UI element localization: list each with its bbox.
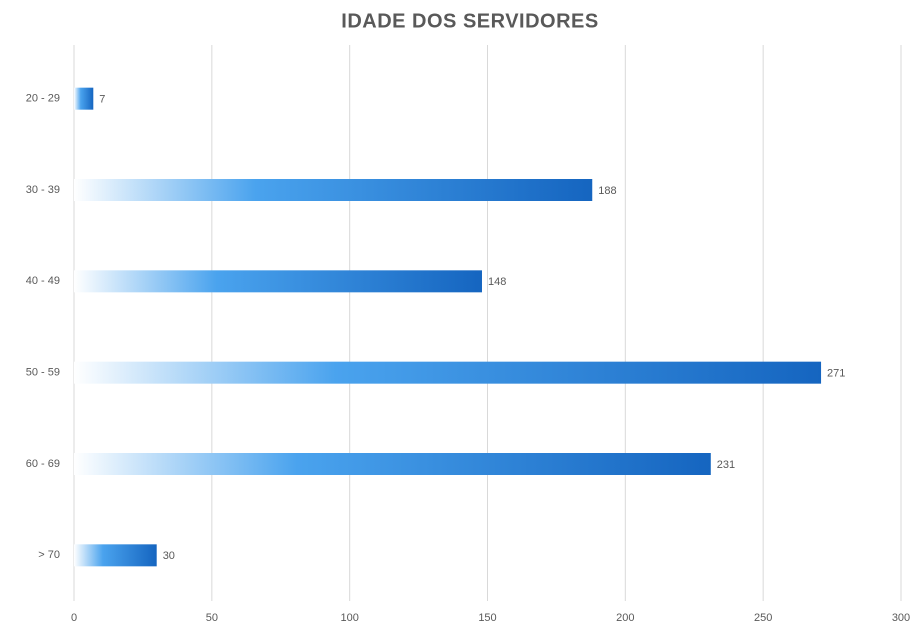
- chart-title: IDADE DOS SERVIDORES: [341, 10, 598, 32]
- x-tick-label: 300: [892, 612, 910, 624]
- y-tick-label: 60 - 69: [26, 458, 60, 470]
- y-tick-label: 50 - 59: [26, 367, 60, 379]
- data-label: 231: [717, 459, 735, 471]
- data-label: 30: [163, 550, 175, 562]
- data-label: 271: [827, 368, 845, 380]
- data-label: 148: [488, 276, 506, 288]
- x-tick-label: 200: [616, 612, 634, 624]
- x-tick-label: 250: [754, 612, 772, 624]
- x-tick-label: 150: [478, 612, 496, 624]
- bar: [74, 453, 711, 475]
- bar: [74, 361, 822, 384]
- bar: [74, 270, 482, 293]
- bar: [74, 179, 593, 201]
- y-tick-label: 20 - 29: [26, 93, 60, 105]
- y-tick-label: 40 - 49: [26, 275, 60, 287]
- data-label: 188: [598, 185, 616, 197]
- x-tick-label: 100: [340, 612, 358, 624]
- bar: [74, 544, 157, 567]
- x-tick-label: 0: [71, 612, 77, 624]
- y-tick-label: > 70: [38, 549, 60, 561]
- bar: [74, 87, 94, 110]
- x-tick-label: 50: [206, 612, 218, 624]
- data-label: 7: [99, 94, 105, 106]
- y-tick-label: 30 - 39: [26, 184, 60, 196]
